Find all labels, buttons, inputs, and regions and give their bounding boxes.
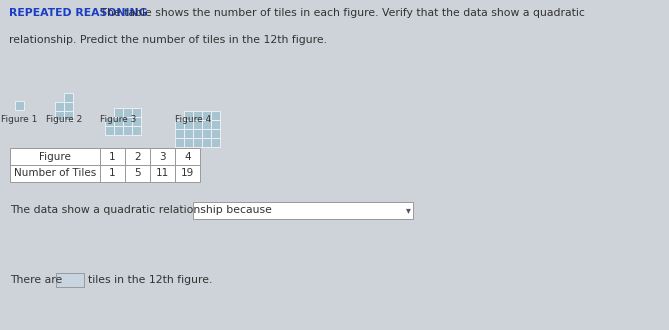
Bar — [114, 117, 123, 126]
Bar — [193, 120, 202, 129]
Bar — [211, 111, 220, 120]
Bar — [56, 273, 84, 287]
Bar — [15, 101, 24, 110]
Text: 19: 19 — [181, 169, 194, 179]
Bar — [211, 129, 220, 138]
Bar — [184, 138, 193, 147]
Bar — [184, 120, 193, 129]
Bar — [100, 165, 125, 182]
Bar — [132, 126, 141, 135]
Text: Figure: Figure — [39, 151, 71, 161]
Text: The data show a quadratic relationship because: The data show a quadratic relationship b… — [10, 205, 272, 215]
Bar — [114, 126, 123, 135]
Text: Number of Tiles: Number of Tiles — [14, 169, 96, 179]
Text: ▾: ▾ — [405, 205, 411, 215]
Bar — [10, 165, 100, 182]
Text: 1: 1 — [109, 151, 116, 161]
Text: Figure 3: Figure 3 — [100, 115, 136, 124]
Bar — [175, 148, 200, 165]
Text: 2: 2 — [134, 151, 140, 161]
Bar — [202, 138, 211, 147]
Bar — [114, 108, 123, 117]
Bar — [55, 102, 64, 111]
Bar — [175, 165, 200, 182]
Bar — [211, 138, 220, 147]
Text: Figure 4: Figure 4 — [175, 115, 211, 124]
Bar — [105, 126, 114, 135]
Bar — [202, 120, 211, 129]
Text: REPEATED REASONING: REPEATED REASONING — [9, 8, 147, 18]
Text: 4: 4 — [184, 151, 191, 161]
Bar — [193, 202, 413, 218]
Bar — [175, 120, 184, 129]
Bar — [10, 148, 100, 165]
Bar — [55, 111, 64, 120]
Text: 5: 5 — [134, 169, 140, 179]
Bar — [193, 138, 202, 147]
Bar — [123, 108, 132, 117]
Text: The table shows the number of tiles in each figure. Verify that the data show a : The table shows the number of tiles in e… — [96, 8, 585, 18]
Bar — [150, 148, 175, 165]
Bar — [123, 126, 132, 135]
Bar — [211, 120, 220, 129]
Bar — [202, 129, 211, 138]
Bar — [150, 165, 175, 182]
Text: Figure 1: Figure 1 — [1, 115, 37, 124]
Bar — [175, 129, 184, 138]
Text: relationship. Predict the number of tiles in the 12th figure.: relationship. Predict the number of tile… — [9, 35, 326, 45]
Bar — [132, 108, 141, 117]
Bar — [202, 111, 211, 120]
Bar — [175, 138, 184, 147]
Bar — [184, 111, 193, 120]
Bar — [64, 93, 73, 102]
Text: 1: 1 — [109, 169, 116, 179]
Text: Figure 2: Figure 2 — [46, 115, 82, 124]
Text: 3: 3 — [159, 151, 166, 161]
Text: 11: 11 — [156, 169, 169, 179]
Text: There are: There are — [10, 275, 62, 285]
Bar — [125, 148, 150, 165]
Bar — [100, 148, 125, 165]
Bar — [193, 129, 202, 138]
Bar — [193, 111, 202, 120]
Bar — [105, 117, 114, 126]
Bar — [123, 117, 132, 126]
Bar — [184, 129, 193, 138]
Bar — [64, 102, 73, 111]
Bar — [64, 111, 73, 120]
Text: tiles in the 12th figure.: tiles in the 12th figure. — [88, 275, 212, 285]
Bar — [125, 165, 150, 182]
Bar — [132, 117, 141, 126]
